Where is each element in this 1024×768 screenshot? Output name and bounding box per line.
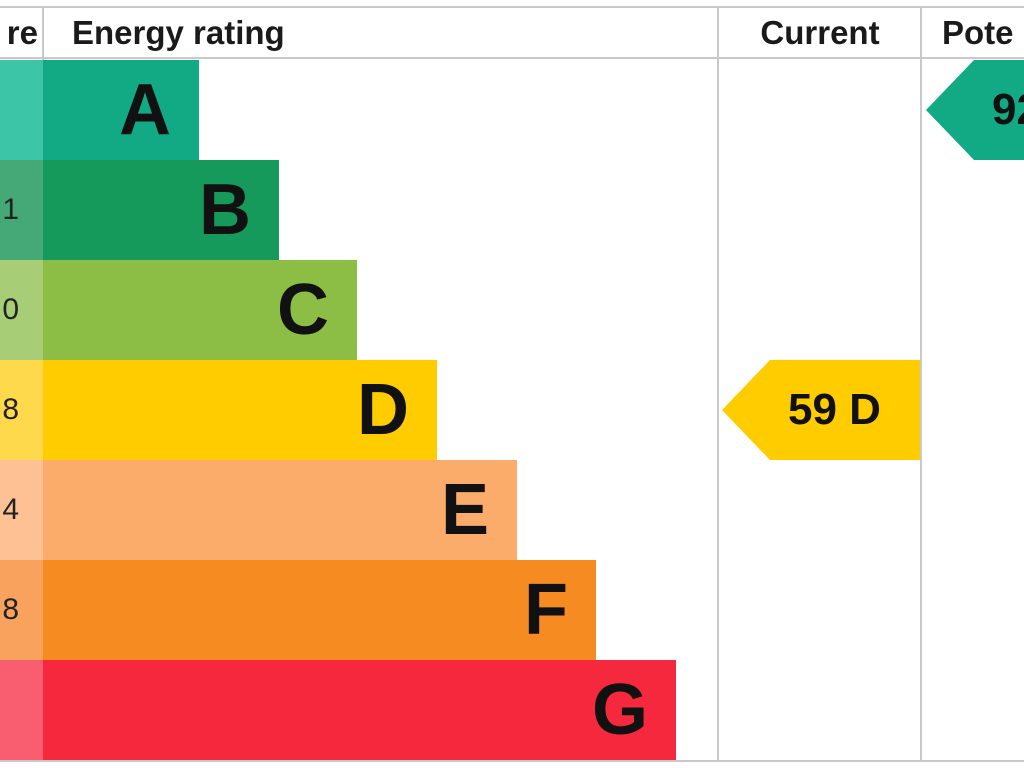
rating-bar-g: G <box>43 660 676 760</box>
rating-bar-e: E <box>43 460 517 560</box>
chart-frame <box>0 6 1024 762</box>
rating-letter: F <box>524 570 568 650</box>
rating-bar-d: D <box>43 360 437 460</box>
current-rating-arrow: 59 D <box>722 360 922 460</box>
potential-rating-arrow: 92 <box>926 60 1024 160</box>
score-header: re <box>6 14 38 51</box>
rating-letter: E <box>440 470 489 550</box>
header-divider <box>0 57 1024 59</box>
rating-bar-b: B <box>43 160 279 260</box>
column-divider <box>717 6 719 762</box>
score-cell-d: 8 <box>0 360 43 460</box>
rating-bar-f: F <box>43 560 596 660</box>
rating-letter: D <box>357 370 409 450</box>
rating-letter: G <box>591 670 648 750</box>
current-rating-label: 59 D <box>788 385 881 434</box>
potential-rating-label: 92 <box>992 85 1024 134</box>
energy-rating-header: Energy rating <box>72 14 285 51</box>
score-cell-c: 0 <box>0 260 43 360</box>
rating-bar-c: C <box>43 260 357 360</box>
potential-header: Pote <box>942 14 1014 51</box>
score-cell-b: 1 <box>0 160 43 260</box>
score-cell-a <box>0 60 43 160</box>
column-divider <box>920 6 922 762</box>
rating-letter: A <box>119 70 171 150</box>
score-cell-e: 4 <box>0 460 43 560</box>
rating-letter: B <box>199 170 251 250</box>
current-header: Current <box>760 14 880 51</box>
score-cell-f: 8 <box>0 560 43 660</box>
score-cell-g <box>0 660 43 760</box>
rating-letter: C <box>277 270 329 350</box>
rating-bar-a: A <box>43 60 199 160</box>
